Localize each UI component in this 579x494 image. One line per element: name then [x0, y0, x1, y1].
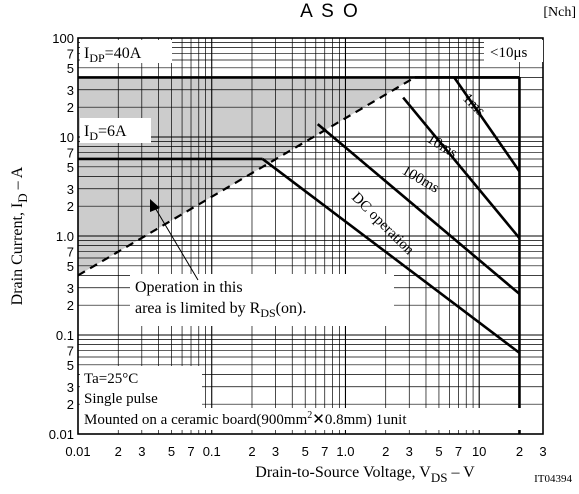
ms10-label: 10ms: [424, 131, 460, 162]
note-bg: [130, 274, 394, 326]
x-tick-label: 0.01: [65, 444, 90, 459]
y-tick-label: 7: [67, 343, 74, 358]
plot-area-frame: [77, 37, 544, 435]
condition-pulse: Single pulse: [84, 391, 158, 407]
idp-label-bg: [80, 40, 172, 63]
x-tick-label: 5: [435, 444, 442, 459]
channel-tag: [Nch]: [543, 5, 576, 20]
x-tick-label: 1.0: [336, 444, 354, 459]
y-tick-label: 3: [67, 182, 74, 197]
figure-code: IT04394: [534, 473, 572, 485]
y-tick-label: 5: [67, 160, 74, 175]
y-tick-label: 3: [67, 83, 74, 98]
x-tick-label: 2: [115, 444, 122, 459]
x-tick-label: 3: [406, 444, 413, 459]
y-tick-label: 0.01: [49, 427, 74, 442]
x-tick-label: 7: [455, 444, 462, 459]
id-label: ID=6A: [84, 123, 127, 143]
us10-label-bg: [484, 40, 543, 62]
y-tick-label: 5: [67, 358, 74, 373]
y-tick-label: 2: [67, 199, 74, 214]
x-tick-label: 3: [272, 444, 279, 459]
series-line-10ms: [402, 96, 521, 240]
y-tick-label: 7: [67, 244, 74, 259]
series-line-100ms: [316, 123, 521, 295]
y-tick-label: 100: [52, 31, 74, 46]
x-tick-label: 3: [539, 444, 546, 459]
y-tick-label: 5: [67, 61, 74, 76]
x-tick-label: 5: [302, 444, 309, 459]
x-tick-label: 3: [138, 444, 145, 459]
condition-board: Mounted on a ceramic board(900mm2✕0.8mm)…: [84, 410, 407, 428]
ms100-label: 100ms: [399, 163, 442, 197]
y-tick-label: 5: [67, 259, 74, 274]
x-tick-label: 0.1: [203, 444, 221, 459]
series-line-dc-operation: [261, 157, 521, 354]
x-tick-label: 7: [321, 444, 328, 459]
conditions-bg-1: [80, 366, 202, 410]
note-arrow: [153, 205, 199, 281]
x-tick-label: 5: [168, 444, 175, 459]
note-line-2: area is limited by RDS(on).: [135, 300, 306, 320]
x-tick-label: 7: [187, 444, 194, 459]
x-axis-title: Drain-to-Source Voltage, VDS – V: [255, 464, 475, 485]
us10-label: <10μs: [490, 45, 528, 61]
y-tick-label: 2: [67, 298, 74, 313]
x-tick-label: 10: [472, 444, 486, 459]
note-arrowhead: [150, 199, 160, 212]
id-label-bg: [80, 118, 151, 143]
y-tick-label: 3: [67, 281, 74, 296]
x-tick-label: 2: [382, 444, 389, 459]
condition-ta: Ta=25°C: [84, 371, 138, 387]
y-tick-label: 2: [67, 100, 74, 115]
y-axis-title: Drain Current, ID – A: [9, 166, 30, 305]
series-line-1ms: [453, 76, 521, 173]
y-tick-label: 1.0: [56, 229, 74, 244]
y-tick-label: 2: [67, 397, 74, 412]
rds-on-limit-line: [77, 76, 416, 277]
y-tick-label: 7: [67, 145, 74, 160]
y-tick-label: 3: [67, 380, 74, 395]
ms1-label: 1ms: [459, 91, 488, 120]
y-tick-label: 7: [67, 46, 74, 61]
chart-title: A S O: [300, 1, 360, 22]
idp-label: IDP=40A: [84, 45, 142, 65]
x-tick-labels: 0.01 2 3 5 7 0.1 2 3 5 7 1.0 2 3 5 7 10 2 3: [65, 444, 546, 459]
soa-curves: [77, 76, 521, 434]
x-tick-label: 2: [248, 444, 255, 459]
note-line-1: Operation in this: [135, 279, 243, 296]
y-tick-label: 0.1: [56, 328, 74, 343]
y-tick-label: 10: [60, 130, 74, 145]
conditions-bg-2: [80, 408, 542, 430]
x-tick-label: 2: [516, 444, 523, 459]
